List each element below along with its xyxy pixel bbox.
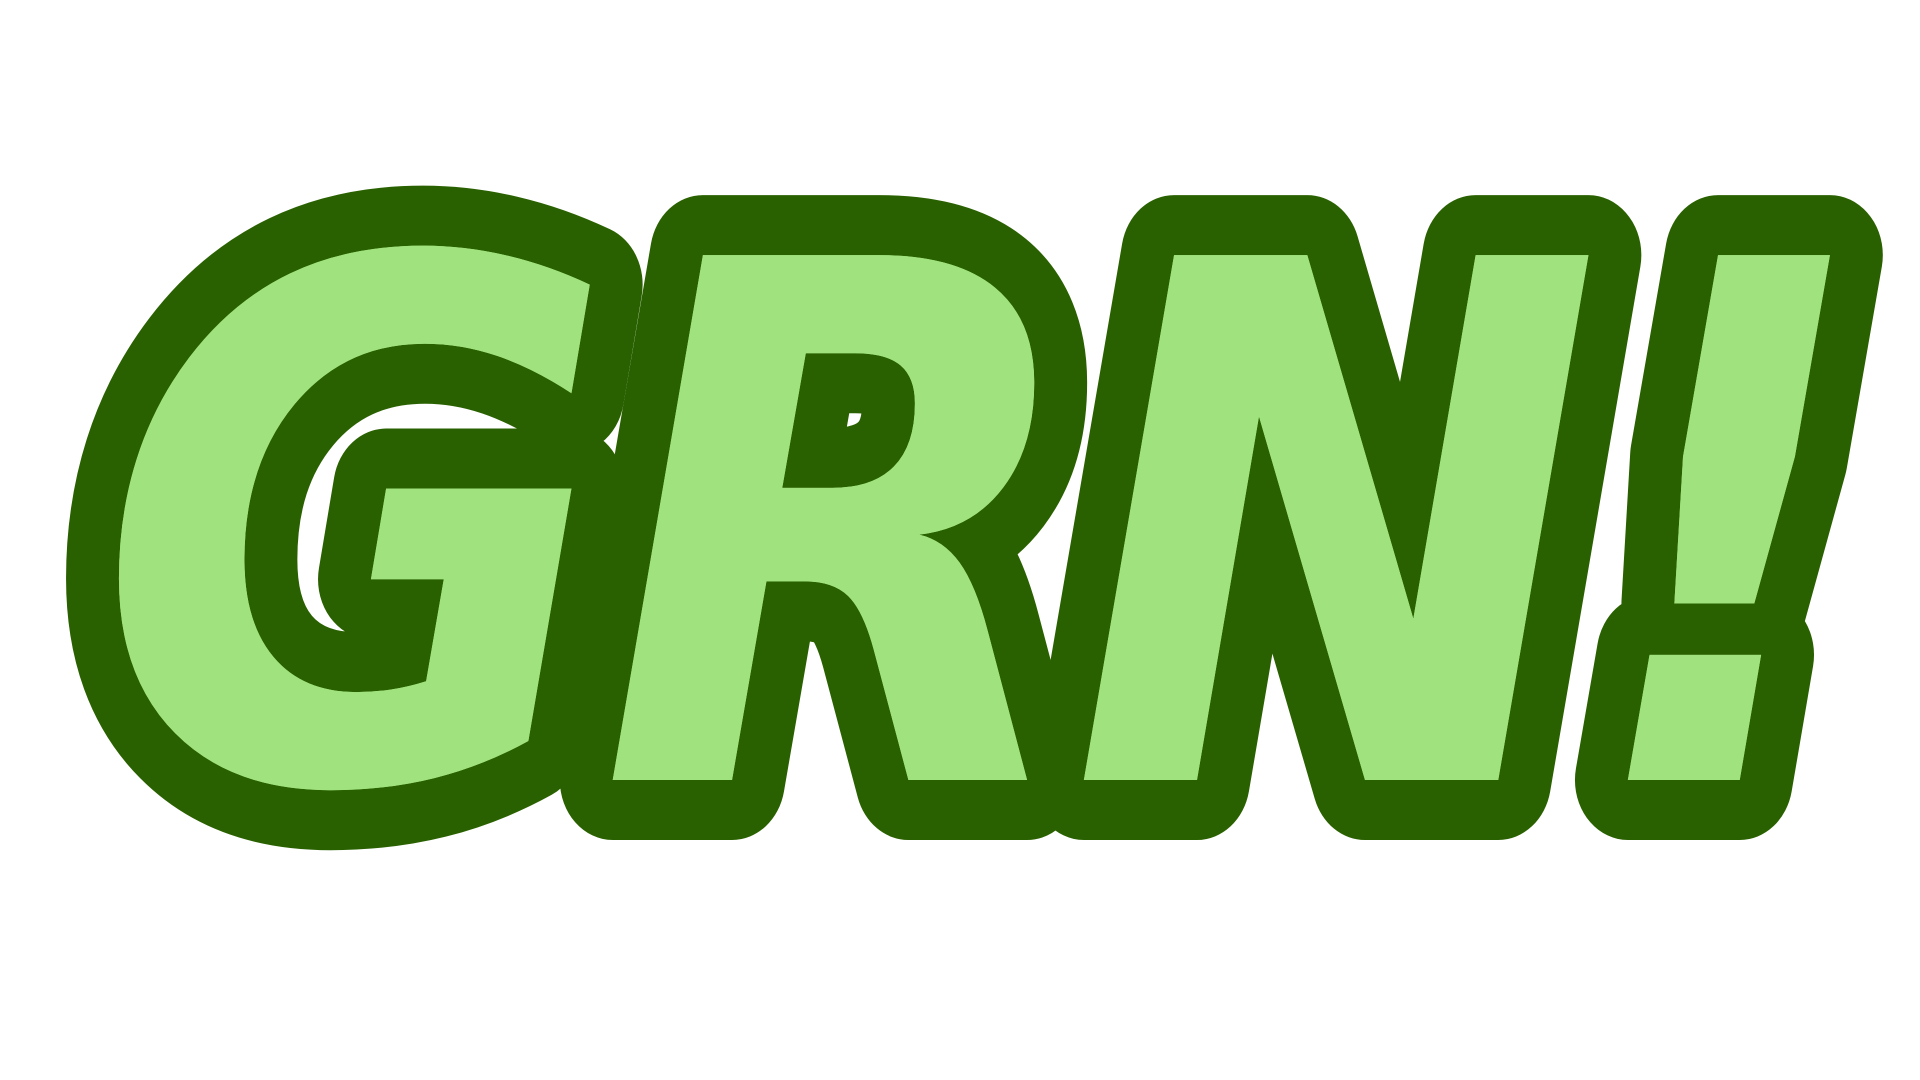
logo-outline-text: GRN! xyxy=(96,112,1856,950)
logo-fill-text: GRN! xyxy=(96,112,1856,950)
